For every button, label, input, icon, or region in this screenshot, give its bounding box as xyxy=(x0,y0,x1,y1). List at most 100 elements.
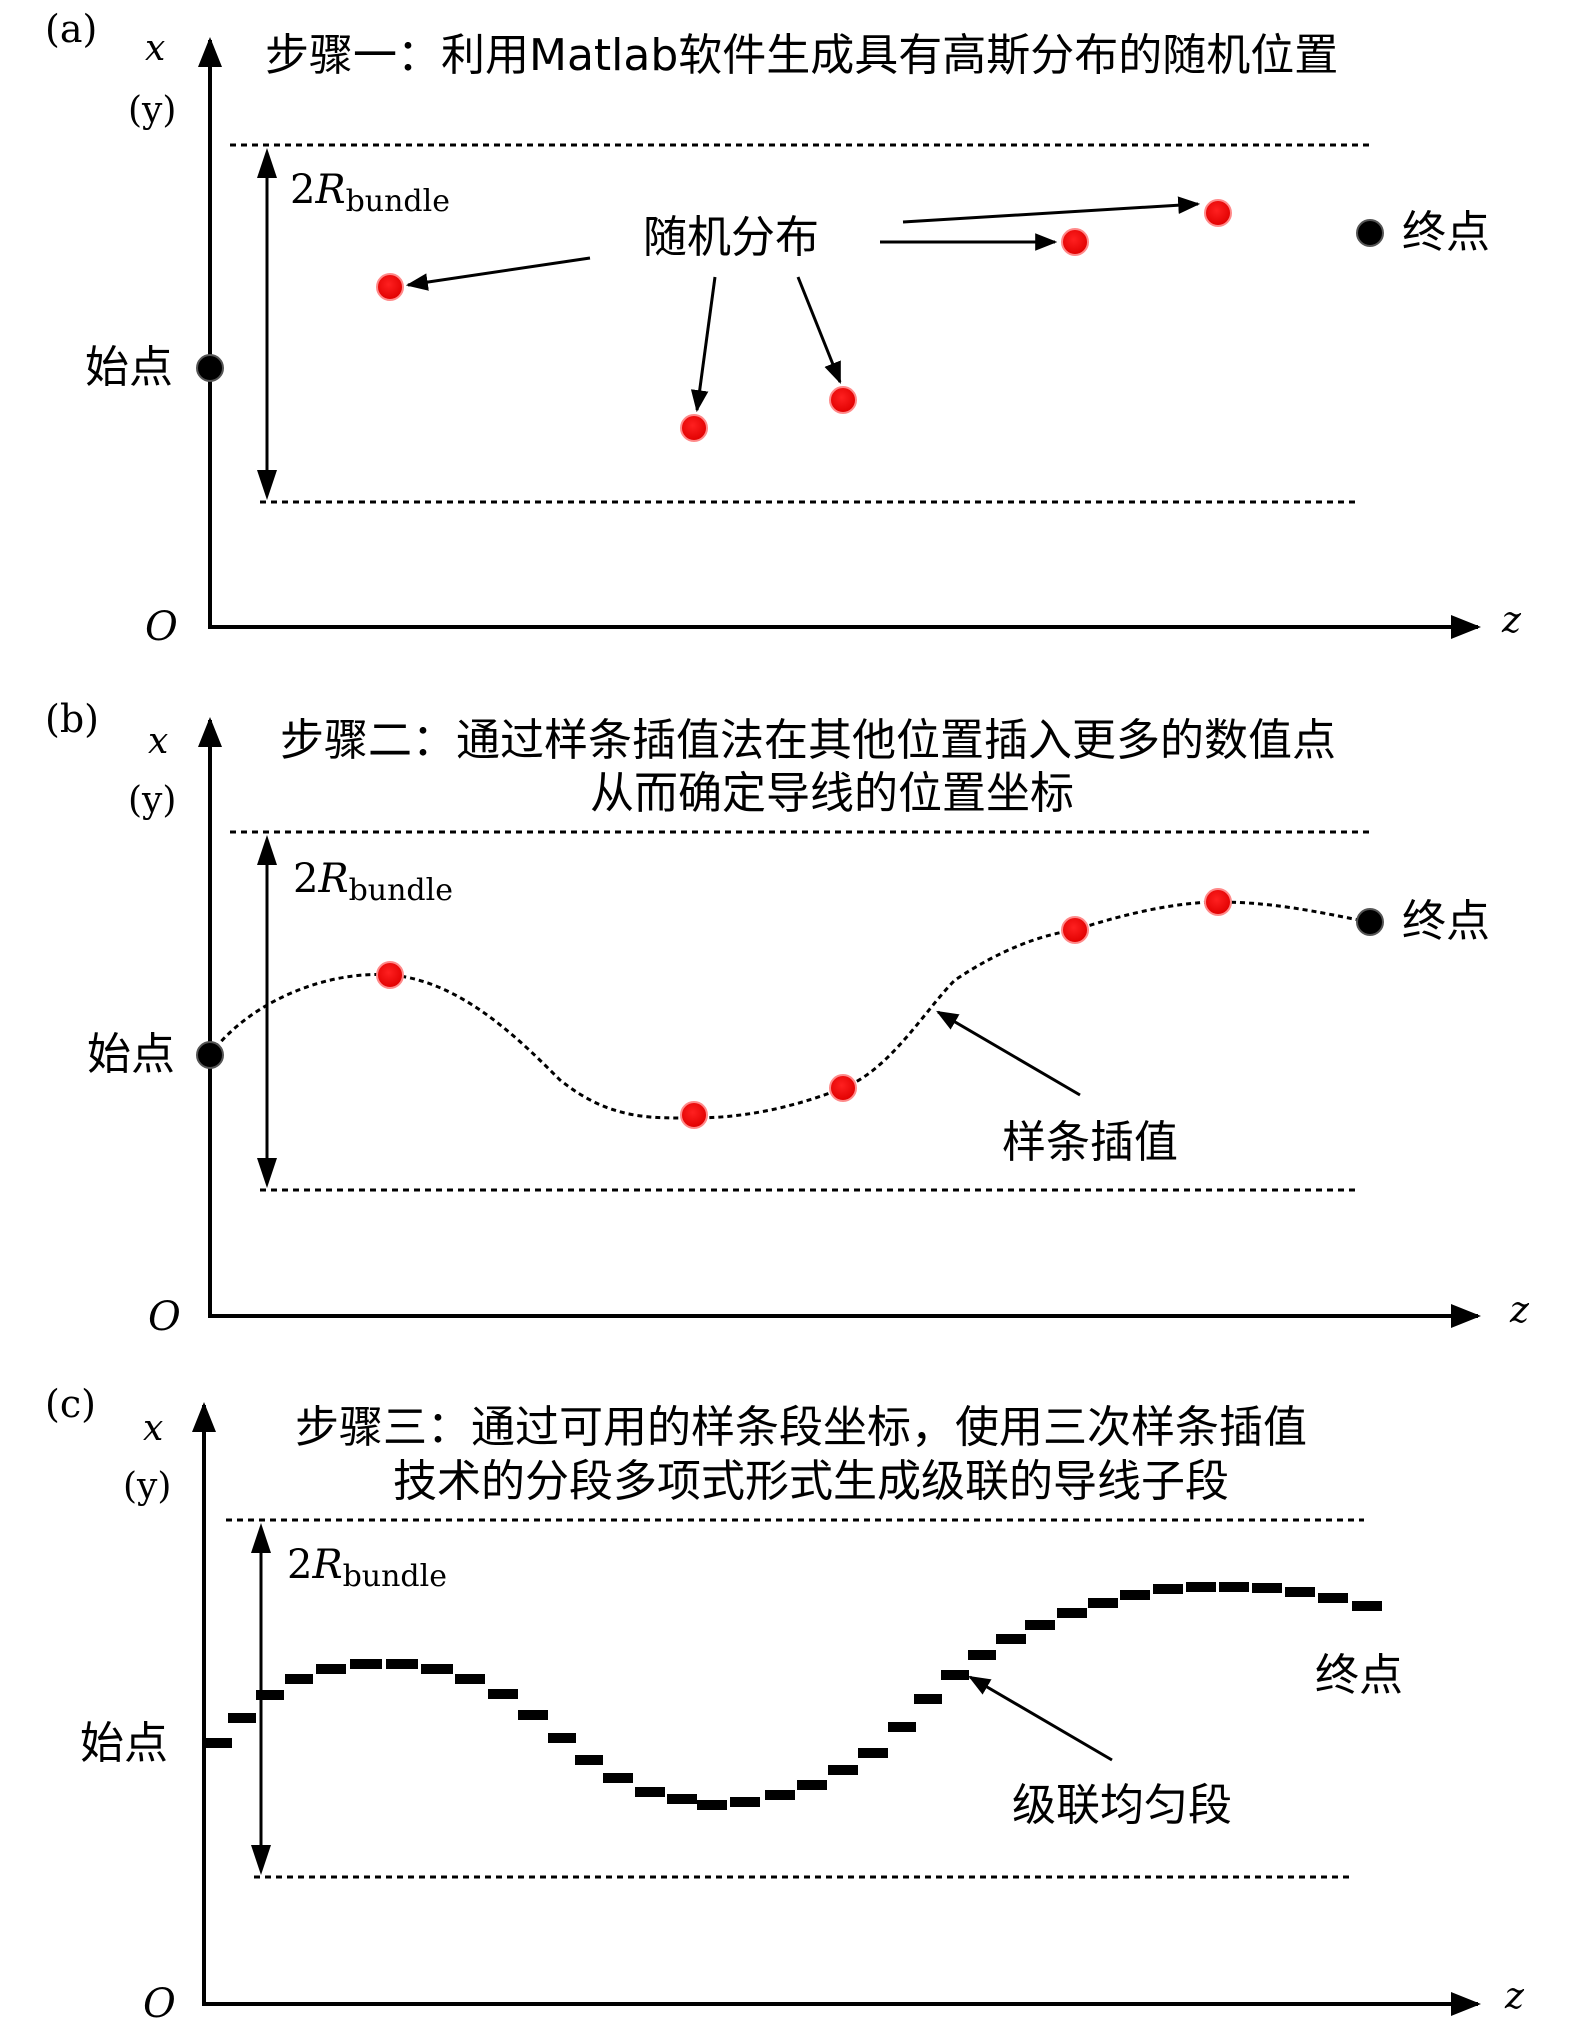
panel-c-end-label: 终点 xyxy=(1315,1650,1403,1701)
panel-c-segment xyxy=(488,1689,518,1699)
panel-b-data-point xyxy=(1061,916,1089,944)
panel-a-bundle-arrow-down xyxy=(257,470,277,500)
panel-c-label: (c) xyxy=(45,1382,96,1426)
panel-c-z-axis-label: z xyxy=(1504,1976,1525,2017)
panel-c-segment xyxy=(421,1664,453,1674)
panel-b-label: (b) xyxy=(45,697,99,741)
panel-c-segment xyxy=(1252,1583,1282,1593)
panel-c-segment xyxy=(228,1713,256,1723)
panel-a-random-point xyxy=(1061,228,1089,256)
panel-c-segment xyxy=(888,1722,916,1732)
panel-b-bundle-arrow-down xyxy=(257,1158,277,1188)
panel-c-y-axis-label: (y) xyxy=(123,1466,171,1507)
panel-c-annotation: 级联均匀段 xyxy=(1012,1780,1232,1831)
panel-b-bundle-label: 2Rbundle xyxy=(293,856,453,908)
panel-c-segment xyxy=(765,1790,795,1800)
panel-c-segment xyxy=(350,1659,382,1669)
panel-a-x-axis-label: x xyxy=(145,28,165,69)
panel-a-random-point xyxy=(376,273,404,301)
panel-a-random-point xyxy=(1204,199,1232,227)
panel-b-title-line-2: 从而确定导线的位置坐标 xyxy=(590,768,1074,819)
panel-b-data-point xyxy=(680,1101,708,1129)
panel-c-title-line-1: 步骤三：通过可用的样条段坐标，使用三次样条插值 xyxy=(295,1402,1307,1453)
panel-c-bundle-arrow-down xyxy=(251,1845,271,1875)
panel-c-segment xyxy=(996,1634,1026,1644)
panel-c-segment xyxy=(1153,1584,1183,1594)
panel-c-segment xyxy=(603,1773,633,1783)
panel-a-annotation-arrow xyxy=(690,276,717,413)
panel-c-annotation-arrow xyxy=(968,1675,1113,1762)
panel-c-segment xyxy=(548,1733,576,1743)
panel-c-segment xyxy=(1219,1582,1249,1592)
panel-b-origin-label: O xyxy=(148,1294,181,1340)
panel-b-data-point xyxy=(376,961,404,989)
panel-a-bundle-label: 2Rbundle xyxy=(290,167,450,219)
panel-a-start-label: 始点 xyxy=(85,342,173,393)
panel-b-end-point xyxy=(1356,908,1384,936)
panel-c-x-axis-label: x xyxy=(143,1408,163,1449)
panel-c-segment xyxy=(730,1797,760,1807)
panel-c-segment xyxy=(858,1748,888,1758)
panel-c-segment xyxy=(1025,1620,1055,1630)
panel-b-x-axis-label: x xyxy=(148,721,168,762)
panel-a-random-point xyxy=(829,386,857,414)
panel-c-segment xyxy=(1088,1598,1118,1608)
panel-c-segment xyxy=(828,1765,858,1775)
panel-b-data-point xyxy=(829,1074,857,1102)
panel-c-title-line-2: 技术的分段多项式形式生成级联的导线子段 xyxy=(393,1456,1229,1507)
panel-c-segment xyxy=(941,1670,969,1680)
panel-c-segment xyxy=(1120,1590,1150,1600)
panel-a-annotation-arrow xyxy=(902,196,1201,224)
panel-c-segment xyxy=(386,1659,418,1669)
panel-c-segment xyxy=(667,1794,697,1804)
panel-c-segment xyxy=(797,1780,827,1790)
panel-c-segment xyxy=(968,1650,996,1660)
panel-a-y-axis-label: (y) xyxy=(128,90,176,131)
panel-a-annotation-arrow xyxy=(796,276,842,385)
panel-c-cascaded-segments xyxy=(206,1582,1382,1810)
panel-b-title-line-1: 步骤二：通过样条插值法在其他位置插入更多的数值点 xyxy=(280,715,1336,766)
panel-c-bundle-arrow-up xyxy=(251,1523,271,1553)
panel-c-segment xyxy=(285,1674,313,1684)
panel-c-segment xyxy=(635,1787,665,1797)
panel-c-segment xyxy=(697,1800,727,1810)
panel-a-start-point xyxy=(196,354,224,382)
panel-c-segment xyxy=(914,1694,942,1704)
panel-c-segment xyxy=(316,1664,346,1674)
panel-b: (b) x (y) 步骤二：通过样条插值法在其他位置插入更多的数值点 从而确定导… xyxy=(45,697,1530,1340)
panel-b-bundle-arrow-up xyxy=(257,835,277,865)
panel-b-annotation: 样条插值 xyxy=(1002,1117,1178,1168)
panel-b-y-axis-label: (y) xyxy=(128,780,176,821)
panel-a: (a) x (y) 步骤一：利用Matlab软件生成具有高斯分布的随机位置 O … xyxy=(45,7,1522,650)
panel-b-start-point xyxy=(196,1041,224,1069)
panel-c-start-label: 始点 xyxy=(80,1718,168,1769)
panel-c-segment xyxy=(1285,1587,1315,1597)
panel-c-segment xyxy=(1186,1582,1216,1592)
panel-a-label: (a) xyxy=(45,7,97,51)
panel-a-bundle-arrow-up xyxy=(257,148,277,178)
panel-c-segment xyxy=(1318,1593,1348,1603)
panel-a-end-point xyxy=(1356,219,1384,247)
panel-b-start-label: 始点 xyxy=(87,1029,175,1080)
panel-c-origin-label: O xyxy=(143,1981,176,2027)
panel-b-z-axis-label: z xyxy=(1509,1290,1530,1331)
panel-a-origin-label: O xyxy=(145,604,178,650)
panel-a-end-label: 终点 xyxy=(1402,207,1490,258)
panel-b-spline-curve xyxy=(208,900,1371,1120)
panel-c-segment xyxy=(256,1690,284,1700)
panel-c-segment xyxy=(575,1755,603,1765)
panel-b-data-point xyxy=(1204,888,1232,916)
panel-c: (c) x (y) 步骤三：通过可用的样条段坐标，使用三次样条插值 技术的分段多… xyxy=(45,1382,1525,2027)
panel-a-random-point xyxy=(680,414,708,442)
panel-a-annotation: 随机分布 xyxy=(643,212,819,263)
panel-a-annotation-arrow xyxy=(405,256,591,291)
panel-a-z-axis-label: z xyxy=(1501,600,1522,641)
panel-c-segment xyxy=(1057,1608,1087,1618)
panel-c-segment xyxy=(206,1738,232,1748)
panel-b-annotation-arrow xyxy=(936,1010,1081,1097)
panel-c-segment xyxy=(1352,1601,1382,1611)
panel-a-title: 步骤一：利用Matlab软件生成具有高斯分布的随机位置 xyxy=(265,30,1338,81)
panel-c-bundle-label: 2Rbundle xyxy=(287,1542,447,1594)
panel-b-end-label: 终点 xyxy=(1402,896,1490,947)
